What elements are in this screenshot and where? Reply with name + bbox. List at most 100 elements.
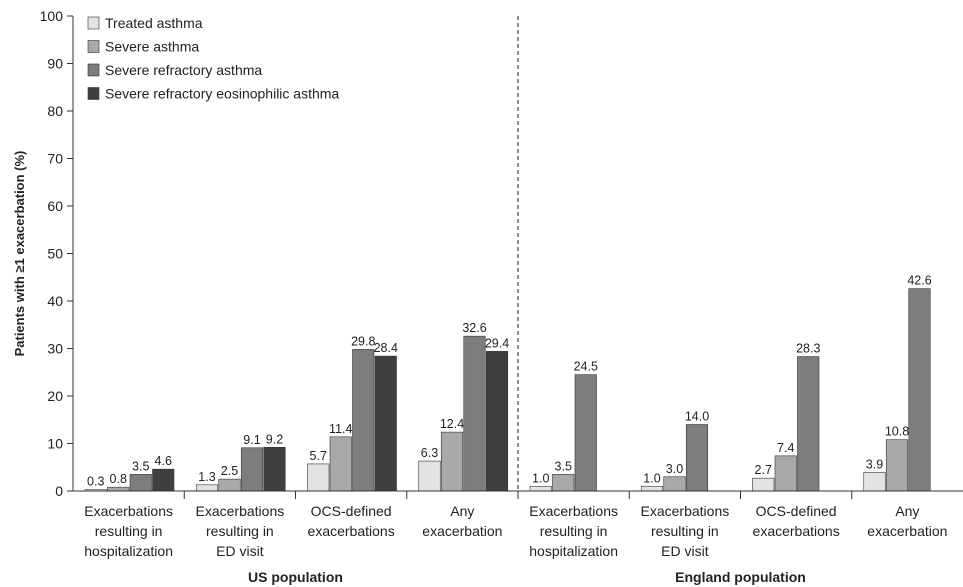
group-label: England population	[675, 569, 806, 585]
y-tick-label: 80	[47, 103, 63, 119]
x-category-label: Exacerbations	[529, 503, 618, 519]
x-category-label: hospitalization	[529, 543, 618, 559]
data-label: 0.3	[87, 475, 104, 489]
data-label: 7.4	[777, 441, 794, 455]
data-label: 1.0	[643, 471, 660, 485]
legend-swatch	[87, 63, 100, 77]
bar	[752, 477, 775, 492]
legend-label: Severe refractory eosinophilic asthma	[105, 86, 339, 102]
data-label: 3.5	[555, 459, 572, 473]
x-category-label: resulting in	[540, 523, 608, 539]
legend-label: Severe asthma	[105, 39, 199, 55]
data-label: 28.4	[374, 341, 398, 355]
bar	[307, 463, 330, 492]
x-category-label: OCS-defined	[311, 503, 392, 519]
bar	[797, 356, 820, 492]
x-axis: Exacerbations resulting in hospitalization…	[73, 16, 963, 585]
legend-label: Severe refractory asthma	[105, 62, 262, 78]
bar	[374, 355, 397, 492]
bar	[463, 335, 486, 492]
data-label: 1.0	[532, 471, 549, 485]
data-label: 3.9	[866, 457, 883, 471]
bar	[774, 455, 797, 492]
x-category-label: Exacerbations	[641, 503, 730, 519]
data-label: 2.5	[221, 464, 238, 478]
x-category-label: exacerbation	[422, 523, 502, 539]
bar	[529, 485, 552, 492]
bar	[129, 474, 152, 492]
bar	[574, 374, 597, 492]
x-category-label: resulting in	[651, 523, 719, 539]
bar	[418, 460, 441, 492]
data-label: 32.6	[462, 321, 486, 335]
x-category-label: Any	[450, 503, 474, 519]
data-label: 6.3	[421, 446, 438, 460]
x-category-label: exacerbations	[753, 523, 840, 539]
bar	[263, 446, 286, 492]
data-label: 12.4	[440, 417, 464, 431]
data-label: 28.3	[796, 342, 820, 356]
bar	[107, 486, 130, 492]
bar	[485, 351, 509, 492]
legend-label: Treated asthma	[105, 15, 203, 31]
legend-swatch	[87, 87, 100, 100]
y-tick-label: 0	[55, 483, 63, 499]
y-tick-label: 100	[40, 8, 64, 24]
x-category-label: Exacerbations	[84, 503, 173, 519]
y-tick-label: 90	[47, 56, 63, 72]
y-tick-label: 30	[47, 341, 63, 357]
x-category-label: exacerbation	[867, 523, 947, 539]
y-tick-label: 10	[47, 436, 63, 452]
y-tick-label: 20	[47, 388, 63, 404]
x-category-label: ED visit	[661, 543, 709, 559]
data-label: 1.3	[198, 470, 215, 484]
data-label: 42.6	[907, 274, 931, 288]
data-label: 3.0	[666, 462, 683, 476]
bar	[352, 349, 375, 492]
bar	[240, 447, 264, 492]
bar	[329, 436, 352, 492]
x-category-label: exacerbations	[308, 523, 395, 539]
data-label: 24.5	[574, 360, 598, 374]
data-label: 5.7	[310, 449, 327, 463]
y-axis-label: Patients with ≥1 exacerbation (%)	[12, 151, 27, 357]
x-category-label: ED visit	[216, 543, 264, 559]
bar	[440, 431, 464, 492]
bars: 0.3 0.8 3.5 4.6 1.3 2.5 9.1 9.2 5.711.4 29.828.4 6…	[84, 274, 932, 492]
x-category-label: resulting in	[95, 523, 163, 539]
data-label: 9.2	[266, 432, 283, 446]
bar	[908, 288, 931, 492]
legend-swatch	[87, 16, 100, 30]
x-category-label: Any	[895, 503, 919, 519]
data-label: 14.0	[685, 410, 709, 424]
x-category-label: OCS-defined	[756, 503, 837, 519]
data-label: 2.7	[755, 463, 772, 477]
bar	[195, 484, 219, 492]
legend: Treated asthma Severe asthma Severe refrac…	[87, 15, 339, 102]
y-tick-label: 40	[47, 293, 63, 309]
data-label: 3.5	[132, 459, 149, 473]
data-label: 10.8	[885, 425, 909, 439]
group-label: US population	[248, 569, 343, 585]
bar	[552, 474, 575, 492]
x-category-label: resulting in	[206, 523, 274, 539]
bar	[218, 478, 241, 492]
y-tick-label: 70	[47, 151, 63, 167]
bar	[152, 468, 175, 492]
data-label: 4.6	[155, 454, 172, 468]
y-tick-label: 50	[47, 246, 63, 262]
x-category-label: hospitalization	[84, 543, 173, 559]
bar	[885, 439, 909, 492]
data-label: 9.1	[243, 433, 260, 447]
data-label: 29.8	[351, 334, 375, 348]
data-label: 29.4	[485, 336, 509, 350]
bar	[663, 476, 686, 492]
data-label: 11.4	[329, 422, 352, 436]
x-category-label: Exacerbations	[196, 503, 285, 519]
legend-swatch	[87, 40, 100, 53]
data-label: 0.8	[110, 472, 127, 486]
bar	[685, 424, 709, 492]
y-axis: 0 10 20 30 40 50 60 70 80 90 100	[40, 8, 74, 499]
bar	[640, 485, 664, 492]
